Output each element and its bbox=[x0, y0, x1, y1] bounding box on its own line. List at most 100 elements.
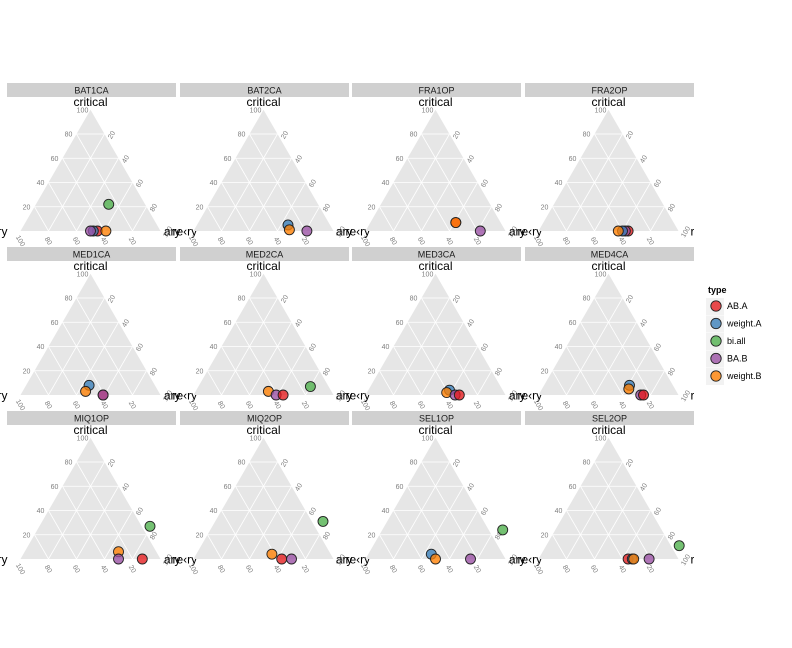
tick-label-right: 80 bbox=[322, 203, 332, 213]
tick-label-right: 60 bbox=[653, 179, 663, 189]
ternary-triangle bbox=[538, 437, 679, 559]
facet-strip-label: SEL1OP bbox=[419, 414, 454, 424]
tick-label-critical: 40 bbox=[37, 508, 45, 515]
tick-label-bottom: 80 bbox=[43, 564, 53, 574]
ternary-triangle bbox=[20, 273, 161, 395]
tick-label-bottom: 100 bbox=[532, 398, 544, 412]
grid-line-right bbox=[594, 158, 637, 232]
grid-line-right bbox=[622, 182, 651, 232]
tick-label-bottom: 100 bbox=[14, 398, 26, 412]
data-point-ab-a bbox=[277, 389, 289, 401]
tick-label-bottom: 40 bbox=[617, 564, 627, 574]
grid-line-left bbox=[407, 322, 450, 396]
facet-strip bbox=[525, 247, 694, 261]
data-point-weight-b bbox=[100, 225, 112, 237]
facet-strip bbox=[352, 411, 521, 425]
apex-label-left: ary bbox=[336, 389, 353, 403]
data-point-bi-all bbox=[497, 524, 509, 536]
tick-label-right: 80 bbox=[149, 531, 159, 541]
grid-line-right bbox=[104, 346, 133, 396]
tick-label-critical: 20 bbox=[196, 532, 204, 539]
grid-line-left bbox=[552, 534, 567, 560]
tick-label-right: 60 bbox=[480, 343, 490, 353]
facet-strip-label: MED4CA bbox=[591, 250, 629, 260]
tick-label-bottom: 100 bbox=[14, 234, 26, 248]
apex-label-left: ary bbox=[509, 225, 526, 239]
data-point-weight-b bbox=[430, 553, 441, 565]
apex-label-left: ary bbox=[0, 389, 8, 403]
grid-line-left bbox=[393, 182, 422, 232]
facet-strip bbox=[180, 411, 349, 425]
data-point-bi-all bbox=[317, 515, 329, 527]
apex-label-critical: critical bbox=[246, 423, 280, 437]
tick-label-bottom: 40 bbox=[99, 400, 109, 410]
data-point-bi-all bbox=[304, 381, 316, 392]
tick-label-critical: 40 bbox=[382, 344, 390, 351]
grid-line-left bbox=[48, 510, 77, 560]
data-point-weight-b bbox=[612, 225, 624, 237]
tick-label-right: 100 bbox=[162, 389, 174, 403]
tick-label-bottom: 100 bbox=[532, 562, 544, 576]
apex-label-critical: critical bbox=[246, 95, 280, 109]
grid-line-left bbox=[566, 346, 595, 396]
facet-strip bbox=[7, 247, 176, 261]
tick-label-right: 80 bbox=[322, 367, 332, 377]
tick-label-critical: 20 bbox=[196, 368, 204, 375]
tick-label-right: 60 bbox=[135, 343, 145, 353]
tick-label-critical: 60 bbox=[396, 156, 404, 163]
facet-strip-label: MED1CA bbox=[73, 250, 111, 260]
ternary-triangle bbox=[193, 109, 334, 231]
tick-label-critical: 80 bbox=[238, 132, 246, 139]
tick-label-critical: 100 bbox=[77, 271, 89, 278]
data-point-bi-all bbox=[144, 520, 156, 532]
tick-label-bottom: 20 bbox=[645, 564, 655, 574]
grid-line-right bbox=[277, 346, 306, 396]
tick-label-bottom: 60 bbox=[71, 236, 81, 246]
tick-label-right: 60 bbox=[135, 507, 145, 517]
legend-key bbox=[710, 352, 722, 365]
tick-label-right: 40 bbox=[639, 482, 649, 492]
tick-label-critical: 40 bbox=[382, 508, 390, 515]
panels-layer: BAT1CA202020404040606060808080100100100c… bbox=[0, 83, 716, 576]
tick-label-right: 20 bbox=[452, 458, 462, 468]
grid-line-left bbox=[552, 370, 567, 396]
grid-line-left bbox=[379, 206, 394, 232]
grid-line-right bbox=[277, 510, 306, 560]
legend-key bbox=[710, 370, 722, 382]
ternary-triangle bbox=[193, 273, 334, 395]
apex-label-right: re‹ry bbox=[691, 553, 716, 567]
tick-label-bottom: 40 bbox=[99, 236, 109, 246]
tick-label-critical: 80 bbox=[410, 296, 418, 303]
tick-label-critical: 60 bbox=[51, 156, 59, 163]
tick-label-critical: 60 bbox=[569, 320, 577, 327]
apex-label-right: re‹ry bbox=[173, 225, 198, 239]
data-point-ba-b bbox=[474, 225, 486, 237]
apex-label-left: ary bbox=[0, 225, 8, 239]
tick-label-right: 80 bbox=[494, 367, 504, 377]
tick-label-right: 20 bbox=[107, 130, 117, 140]
data-point-ba-b bbox=[97, 389, 109, 401]
apex-label-right: re‹ry bbox=[173, 389, 198, 403]
tick-label-right: 40 bbox=[294, 482, 304, 492]
tick-label-right: 60 bbox=[308, 179, 318, 189]
tick-label-right: 20 bbox=[280, 458, 290, 468]
tick-label-bottom: 80 bbox=[561, 564, 571, 574]
grid-line-left bbox=[48, 346, 77, 396]
tick-label-bottom: 60 bbox=[244, 400, 254, 410]
facet-strip-label: FRA2OP bbox=[591, 86, 627, 96]
data-point-bi-all bbox=[103, 198, 115, 210]
facet-strip-label: BAT2CA bbox=[247, 86, 281, 96]
tick-label-critical: 60 bbox=[51, 484, 59, 491]
tick-label-right: 20 bbox=[625, 130, 635, 140]
tick-label-critical: 40 bbox=[210, 508, 218, 515]
grid-line-right bbox=[650, 534, 665, 560]
grid-line-right bbox=[449, 510, 478, 560]
facet-panel-med1ca: MED1CA202020404040606060808080100100100c… bbox=[0, 247, 197, 412]
grid-line-left bbox=[379, 534, 394, 560]
facet-strip bbox=[525, 83, 694, 97]
tick-label-critical: 20 bbox=[23, 204, 31, 211]
ternary-triangle bbox=[20, 437, 161, 559]
data-point-weight-b bbox=[80, 385, 92, 397]
grid-line-left bbox=[580, 486, 623, 560]
tick-label-critical: 100 bbox=[250, 435, 262, 442]
